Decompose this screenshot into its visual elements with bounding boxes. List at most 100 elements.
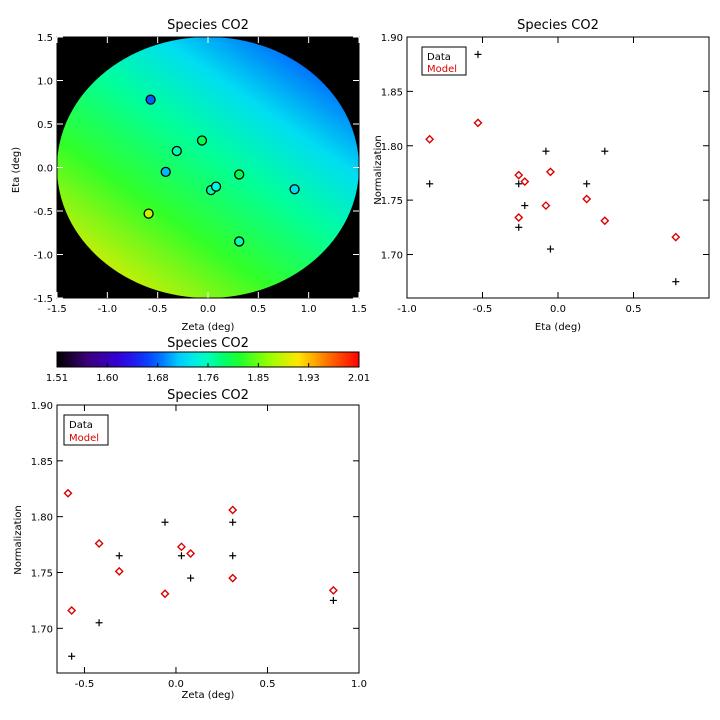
eta-data-point	[546, 245, 554, 253]
zeta-y-tick-label: 1.75	[31, 569, 53, 580]
zeta-legend-box	[63, 414, 109, 446]
eta-data-point	[426, 180, 434, 188]
zeta-y-tick-label: 1.70	[31, 624, 53, 635]
eta-data-point	[672, 278, 680, 286]
map-point	[145, 94, 156, 105]
zeta-model-point	[63, 488, 73, 498]
zeta-model-point	[160, 589, 170, 599]
zeta-plot-frame	[56, 404, 360, 674]
zeta-model-point	[228, 505, 238, 515]
map-panel: Species CO2 Zeta (deg) Eta (deg) -1.5 -1.…	[11, 18, 367, 333]
zeta-data-point	[95, 619, 103, 627]
eta-data-point	[515, 180, 523, 188]
zeta-xlabel: Zeta (deg)	[182, 690, 235, 701]
eta-legend-box	[421, 46, 467, 76]
zeta-model-point	[176, 542, 186, 552]
map-y-tick-label: -1.5	[33, 294, 53, 305]
eta-data-point	[583, 180, 591, 188]
eta-y-tick-label: 1.70	[381, 251, 403, 262]
map-point	[289, 184, 300, 195]
eta-x-tick-label: -0.5	[473, 304, 493, 315]
colorbar-tick-label: 1.93	[298, 373, 320, 384]
eta-ylabel: Normalization	[373, 135, 384, 205]
eta-title: Species CO2	[517, 18, 599, 33]
map-x-tick-label: -1.0	[98, 304, 118, 315]
zeta-data-point	[229, 518, 237, 526]
zeta-scatter-panel: Species CO2 Zeta (deg) Normalization -0.…	[13, 388, 367, 701]
zeta-data-point	[229, 552, 237, 560]
map-y-tick-label: -0.5	[33, 207, 53, 218]
zeta-model-point	[228, 573, 238, 583]
field-of-view	[57, 37, 359, 298]
eta-y-tick-label: 1.85	[381, 87, 403, 98]
zeta-x-tick-label: 1.0	[351, 679, 367, 690]
map-ylabel: Eta (deg)	[11, 147, 22, 193]
colorbar-tick-label: 1.60	[96, 373, 118, 384]
zeta-x-tick-label: 0.5	[260, 679, 276, 690]
map-point	[143, 208, 154, 219]
eta-scatter-panel: Species CO2 Eta (deg) Normalization -1.0…	[373, 18, 710, 333]
zeta-y-tick-label: 1.80	[31, 513, 53, 524]
eta-data-point	[515, 223, 523, 231]
map-point	[210, 181, 222, 192]
zeta-x-tick-label: -0.5	[75, 679, 95, 690]
zeta-data-point	[187, 574, 195, 582]
eta-model-point	[582, 194, 592, 204]
zeta-model-point	[328, 585, 338, 595]
zeta-model-point	[67, 605, 77, 615]
eta-y-tick-label: 1.80	[381, 142, 403, 153]
eta-plot-frame	[406, 36, 710, 299]
map-x-tick-label: -0.5	[148, 304, 168, 315]
eta-model-point	[541, 201, 551, 211]
zeta-data-point	[329, 596, 337, 604]
map-x-tick-label: 0.0	[200, 304, 216, 315]
map-x-tick-label: -1.5	[47, 304, 67, 315]
colorbar-tick-label: 2.01	[348, 373, 370, 384]
eta-x-tick-label: 0.5	[626, 304, 642, 315]
eta-model-point	[473, 118, 483, 128]
map-y-tick-label: 0.5	[37, 120, 53, 131]
eta-model-point	[600, 216, 610, 226]
map-y-tick-label: 0.0	[37, 164, 53, 175]
map-point	[234, 236, 245, 247]
zeta-data-point	[115, 552, 123, 560]
eta-x-tick-label: 0.0	[550, 304, 566, 315]
map-point	[160, 166, 171, 178]
eta-model-point	[545, 167, 555, 177]
eta-legend-model: Model	[427, 64, 457, 75]
map-x-tick-label: 1.5	[351, 304, 367, 315]
zeta-y-tick-label: 1.90	[31, 401, 53, 412]
eta-data-point	[521, 202, 529, 210]
zeta-legend: Data Model	[63, 414, 109, 446]
map-title: Species CO2	[167, 18, 249, 33]
colorbar: Species CO2 1.51 1.60 1.68 1.76 1.85 1.93 2.01	[46, 336, 370, 384]
map-xlabel: Zeta (deg)	[182, 322, 235, 333]
zeta-data-point	[177, 552, 185, 560]
eta-model-point	[520, 177, 530, 187]
zeta-x-tick-label: 0.0	[168, 679, 184, 690]
zeta-model-point	[114, 566, 124, 576]
zeta-legend-model: Model	[69, 433, 99, 444]
eta-data-point	[474, 50, 482, 58]
eta-data-point	[542, 147, 550, 155]
eta-data-point	[601, 147, 609, 155]
zeta-legend-data: Data	[69, 420, 93, 431]
eta-model-point	[671, 232, 681, 242]
eta-legend-data: Data	[427, 52, 451, 63]
map-point	[171, 145, 182, 157]
eta-xlabel: Eta (deg)	[535, 322, 581, 333]
colorbar-tick-label: 1.51	[46, 373, 68, 384]
colorbar-title: Species CO2	[167, 336, 249, 351]
zeta-y-tick-label: 1.85	[31, 457, 53, 468]
map-point	[234, 169, 245, 180]
zeta-model-point	[94, 538, 104, 548]
map-point	[196, 135, 208, 146]
zeta-model-point	[186, 549, 196, 559]
colorbar-tick-label: 1.68	[147, 373, 169, 384]
zeta-ylabel: Normalization	[13, 505, 24, 575]
eta-y-tick-label: 1.90	[381, 33, 403, 44]
zeta-data-point	[68, 652, 76, 660]
eta-model-point	[425, 134, 435, 144]
eta-legend: Data Model	[421, 46, 467, 76]
